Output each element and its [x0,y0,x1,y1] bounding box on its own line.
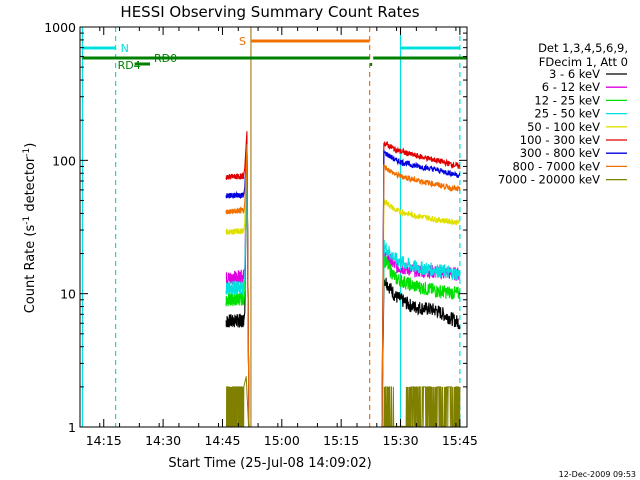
legend-entry-label: 800 - 7000 keV [512,159,600,173]
series-line-before-saa [225,144,250,428]
y-tick-label: 100 [52,153,76,168]
legend-entry-label: 25 - 50 keV [534,107,600,121]
series-line-after-saa [381,386,461,428]
legend-entry-label: 50 - 100 keV [527,120,600,134]
axes: 1 10 100 1000 14:15 14:30 14:45 15:00 15:15 15:30… [44,20,478,448]
legend-entry-label: 6 - 12 keV [542,80,600,94]
y-axis-label-part1: Count Rate (s [23,225,38,314]
plot-layer: N S RD0 RD4 [81,27,467,428]
plot-frame [79,26,468,428]
night-label: N [121,42,129,55]
series-line-after-saa [381,164,461,428]
x-tick-label: 14:30 [145,433,181,448]
y-tick-label: 10 [60,287,76,302]
x-axis-label: Start Time (25-Jul-08 14:09:02) [168,456,371,471]
chart-title: HESSI Observing Summary Count Rates [120,3,419,21]
y-axis-label-sup2: -1 [22,148,32,157]
y-tick-label: 1 [68,420,76,435]
legend-entry-label: 12 - 25 keV [534,93,600,107]
x-tick-label: 15:45 [442,433,478,448]
series-line-after-saa [381,239,461,428]
series-line-after-saa [381,198,461,428]
legend-entry-label: 300 - 800 keV [520,146,600,160]
rd0-marker [370,63,373,66]
series-line-before-saa [226,376,250,428]
y-axis-label-sup1: -1 [22,216,32,225]
y-axis-label-part3: ) [23,143,38,148]
y-axis-label-part2: detector [23,156,38,216]
legend-entry-label: 3 - 6 keV [549,67,600,81]
x-tick-label: 15:30 [383,433,419,448]
series-line-before-saa [225,144,250,428]
series-line-before-saa [225,144,250,428]
legend-header-1: Det 1,3,4,5,6,9, [538,41,628,55]
rd0-label: RD0 [154,52,177,65]
rd4-label: RD4 [118,59,141,72]
y-axis-label: Count Rate (s-1 detector-1) [22,143,38,314]
series-line-after-saa [381,140,461,428]
series-line-after-saa [381,277,461,428]
legend-entry-label: 100 - 300 keV [520,133,600,147]
series-line-after-saa [381,255,461,428]
series-line-before-saa [225,131,250,428]
x-tick-label: 15:15 [323,433,359,448]
series-line-before-saa [225,144,250,428]
legend-entry-label: 7000 - 20000 keV [498,173,600,187]
saa-label: S [239,35,246,48]
x-tick-label: 15:00 [264,433,300,448]
legend-header-2: FDecim 1, Att 0 [539,55,628,69]
x-tick-label: 14:45 [204,433,240,448]
footer-timestamp: 12-Dec-2009 09:53 [559,470,636,479]
series-line-before-saa [225,144,250,428]
x-tick-label: 14:15 [86,433,122,448]
y-tick-label: 1000 [44,20,76,35]
series-line-before-saa [225,144,250,428]
series-line-after-saa [381,149,461,428]
series-line-before-saa [225,144,250,428]
